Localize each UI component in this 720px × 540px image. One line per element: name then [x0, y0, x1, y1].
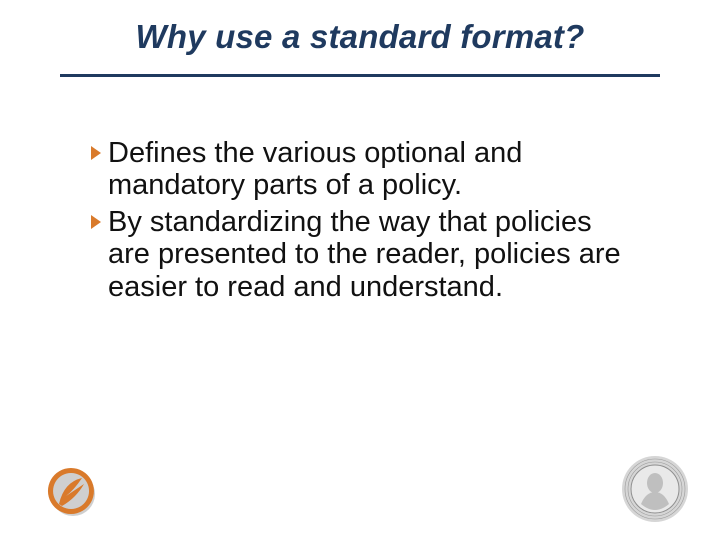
bullet-text: By standardizing the way that policies a… [108, 206, 640, 303]
list-item: By standardizing the way that policies a… [90, 206, 640, 303]
bullet-icon [90, 206, 108, 230]
title-underline [60, 74, 660, 77]
slide-title: Why use a standard format? [60, 18, 660, 56]
list-item: Defines the various optional and mandato… [90, 137, 640, 202]
footer-logo-left [44, 464, 98, 518]
bullet-text: Defines the various optional and mandato… [108, 137, 640, 202]
slide: Why use a standard format? Defines the v… [0, 0, 720, 540]
bullet-list: Defines the various optional and mandato… [60, 137, 660, 303]
bullet-icon [90, 137, 108, 161]
footer-seal-right [620, 454, 690, 524]
